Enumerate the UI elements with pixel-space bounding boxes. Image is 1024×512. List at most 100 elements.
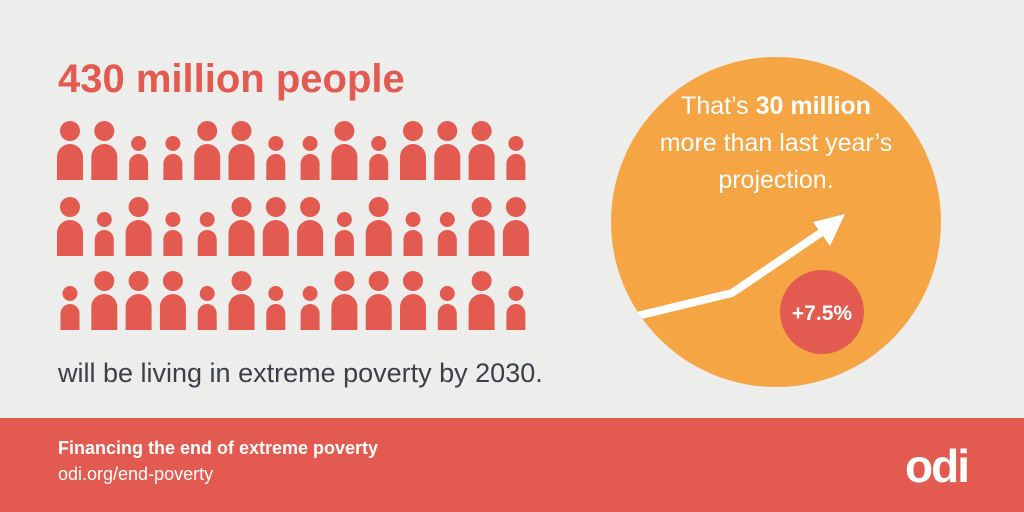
person-head <box>268 286 284 301</box>
person-body <box>365 220 392 256</box>
person-body <box>331 294 358 330</box>
person-head <box>405 212 421 227</box>
person-body <box>400 144 426 180</box>
person-body <box>266 154 286 180</box>
headline: 430 million people <box>58 57 405 101</box>
person-head <box>199 286 215 301</box>
person-head <box>368 197 389 217</box>
person-body <box>502 219 529 256</box>
person-body <box>468 220 495 256</box>
person-body <box>403 230 423 256</box>
person-body <box>506 304 526 330</box>
subline: will be living in extreme poverty by 203… <box>57 358 543 388</box>
person-body <box>91 144 118 180</box>
person-head <box>231 121 252 141</box>
person-body <box>300 304 320 330</box>
person-head <box>334 121 355 141</box>
person-body <box>57 144 83 180</box>
person-head <box>131 136 147 151</box>
person-head <box>439 286 455 301</box>
person-body <box>434 144 461 180</box>
callout-text: That’s <box>681 92 756 120</box>
person-head <box>471 197 492 217</box>
person-head <box>62 286 78 301</box>
person-head <box>368 271 389 291</box>
people-icons <box>57 121 529 330</box>
callout-emphasis: 30 million <box>756 92 871 120</box>
person-head <box>231 271 252 291</box>
person-body <box>228 220 255 256</box>
person-head <box>302 136 318 151</box>
person-body <box>297 220 324 256</box>
person-head <box>336 212 352 227</box>
person-head <box>371 136 387 151</box>
person-body <box>365 294 392 330</box>
footer-title: Financing the end of extreme poverty <box>58 438 378 458</box>
person-body <box>57 220 83 256</box>
person-body <box>400 294 426 330</box>
person-head <box>471 121 492 141</box>
person-head <box>165 212 181 227</box>
person-head <box>265 197 286 217</box>
person-body <box>125 220 152 256</box>
person-body <box>60 304 80 330</box>
person-head <box>60 197 80 217</box>
footer <box>0 418 1024 512</box>
person-body <box>197 230 217 256</box>
badge-text: +7.5% <box>792 302 852 325</box>
person-body <box>94 230 114 256</box>
person-head <box>165 136 181 151</box>
person-body <box>266 304 286 330</box>
person-body <box>91 294 118 330</box>
person-head <box>94 271 115 291</box>
person-body <box>331 144 358 180</box>
person-body <box>300 154 320 180</box>
person-head <box>128 197 149 217</box>
person-head <box>437 121 458 141</box>
callout-line: more than last year’s <box>660 129 893 157</box>
person-head <box>508 136 524 151</box>
person-body <box>369 154 389 180</box>
person-head <box>403 121 423 141</box>
person-body <box>197 304 217 330</box>
person-body <box>228 294 255 330</box>
person-head <box>60 121 80 141</box>
person-body <box>163 230 183 256</box>
person-head <box>96 212 112 227</box>
person-body <box>262 220 289 256</box>
person-head <box>300 197 321 217</box>
footer-url: odi.org/end-poverty <box>58 464 213 484</box>
person-head <box>505 197 526 217</box>
person-body <box>228 144 255 180</box>
person-head <box>199 212 215 227</box>
person-body <box>163 154 183 180</box>
callout-line: projection. <box>718 166 833 194</box>
person-head <box>302 286 318 301</box>
person-body <box>334 230 354 256</box>
person-head <box>334 271 355 291</box>
person-head <box>471 271 492 291</box>
person-body <box>129 154 149 180</box>
person-head <box>231 197 252 217</box>
person-head <box>128 271 149 291</box>
person-body <box>194 144 221 180</box>
person-body <box>437 304 457 330</box>
person-body <box>437 230 457 256</box>
person-head <box>162 271 183 291</box>
arrow-head <box>813 214 845 246</box>
person-head <box>403 271 423 291</box>
callout-line: That’s 30 million <box>681 92 871 120</box>
person-body <box>125 294 152 330</box>
person-head <box>439 212 455 227</box>
logo: odi <box>905 440 968 492</box>
person-body <box>468 144 495 180</box>
trend-arrow <box>611 214 845 329</box>
person-body <box>468 294 495 330</box>
arrow-line <box>611 228 825 329</box>
person-body <box>506 153 526 180</box>
person-head <box>197 121 218 141</box>
person-head <box>94 121 115 141</box>
person-body <box>159 294 186 330</box>
